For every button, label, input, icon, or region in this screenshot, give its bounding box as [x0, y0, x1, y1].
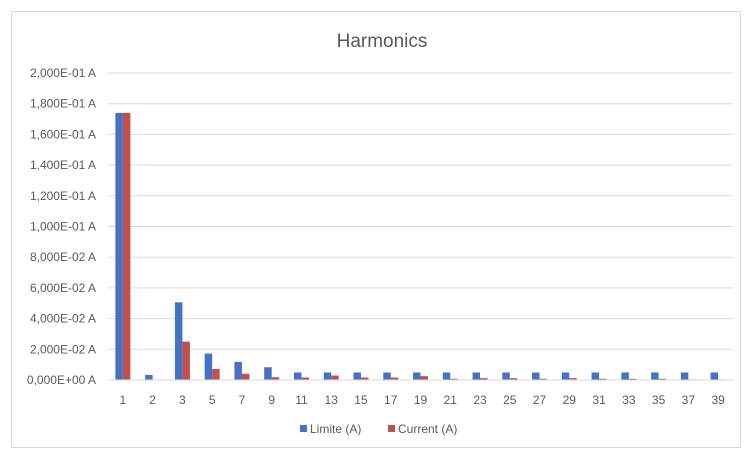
bar-limite-1 [115, 112, 123, 380]
y-tick-label: 1,400E-01 A [30, 158, 96, 172]
bar-current-13 [331, 375, 339, 380]
bar-current-11 [301, 377, 309, 380]
x-tick-label: 25 [503, 393, 517, 407]
y-tick-label: 2,000E-02 A [30, 342, 96, 356]
bar-current-33 [628, 378, 637, 380]
bar-limite-15 [353, 372, 361, 380]
bar-current-5 [212, 368, 220, 380]
x-tick-label: 35 [652, 393, 666, 407]
bar-current-23 [480, 378, 488, 380]
bar-limite-19 [413, 372, 421, 380]
bar-current-15 [360, 377, 369, 380]
x-tick-label: 27 [533, 393, 547, 407]
bar-limite-5 [204, 353, 213, 380]
bar-current-1 [122, 112, 131, 380]
bar-current-19 [420, 376, 428, 380]
y-tick-label: 6,000E-02 A [30, 281, 96, 295]
x-tick-label: 37 [682, 393, 696, 407]
bar-current-29 [569, 378, 577, 380]
bar-current-9 [271, 377, 280, 380]
x-tick-label: 19 [414, 393, 428, 407]
x-tick-label: 31 [592, 393, 606, 407]
x-tick-label: 1 [120, 393, 127, 407]
bar-limite-25 [502, 372, 510, 380]
legend-swatch [300, 425, 307, 432]
bar-limite-17 [383, 372, 391, 380]
y-tick-label: 4,000E-02 A [30, 312, 96, 326]
y-tick-label: 2,000E-01 A [30, 66, 96, 80]
x-tick-label: 33 [622, 393, 636, 407]
x-tick-label: 17 [384, 393, 398, 407]
x-axis-ticks: 1 2 3 5 7 9 11 13 15 17 19 21 23 25 27 29 31 33 35 37 39 [120, 393, 726, 407]
x-tick-label: 39 [711, 393, 725, 407]
bar-limite-2 [145, 374, 153, 380]
bar-limite-13 [323, 372, 332, 380]
bar-limite-3 [174, 302, 183, 380]
bar-current-21 [450, 378, 458, 380]
x-tick-label: 11 [295, 393, 308, 407]
x-tick-label: 7 [239, 393, 246, 407]
bar-limite-39 [710, 372, 719, 380]
bar-limite-23 [472, 372, 481, 380]
bar-limite-27 [532, 372, 540, 380]
bar-limite-31 [591, 372, 600, 380]
bar-limite-7 [234, 361, 242, 380]
bar-current-7 [241, 373, 250, 380]
legend-label: Current (A) [398, 422, 457, 436]
legend-swatch [388, 425, 395, 432]
y-tick-label: 1,000E-01 A [30, 220, 96, 234]
y-tick-label: 0,000E+00 A [27, 373, 96, 387]
x-tick-label: 9 [268, 393, 275, 407]
chart-title: Harmonics [337, 31, 428, 52]
legend-label: Limite (A) [310, 422, 361, 436]
bar-limite-21 [442, 372, 451, 380]
bar-limite-37 [680, 372, 689, 380]
x-tick-label: 21 [444, 393, 458, 407]
bar-limite-33 [621, 372, 629, 380]
bar-limite-9 [264, 367, 272, 380]
y-tick-label: 8,000E-02 A [30, 250, 96, 264]
y-tick-label: 1,800E-01 A [30, 97, 96, 111]
bar-current-35 [658, 378, 667, 380]
x-tick-label: 3 [179, 393, 186, 407]
bar-current-25 [509, 378, 518, 380]
x-tick-label: 15 [354, 393, 368, 407]
bar-limite-11 [293, 372, 302, 380]
bar-current-3 [182, 341, 190, 380]
chart-area [11, 11, 741, 448]
bar-limite-35 [651, 372, 659, 380]
x-tick-label: 23 [473, 393, 487, 407]
gridlines [108, 72, 733, 350]
y-axis-ticks: 0,000E+00 A 2,000E-02 A 4,000E-02 A 6,000E-… [27, 66, 96, 387]
y-tick-label: 1,600E-01 A [30, 127, 96, 141]
bar-current-17 [390, 377, 399, 380]
bar-limite-29 [561, 372, 570, 380]
legend: Limite (A) Current (A) [300, 422, 457, 436]
bars [115, 112, 726, 380]
x-tick-label: 5 [209, 393, 216, 407]
bar-current-27 [539, 378, 548, 380]
x-tick-label: 2 [149, 393, 156, 407]
bar-current-31 [599, 378, 607, 380]
x-tick-label: 29 [563, 393, 577, 407]
y-tick-label: 1,200E-01 A [30, 189, 96, 203]
x-tick-label: 13 [325, 393, 339, 407]
